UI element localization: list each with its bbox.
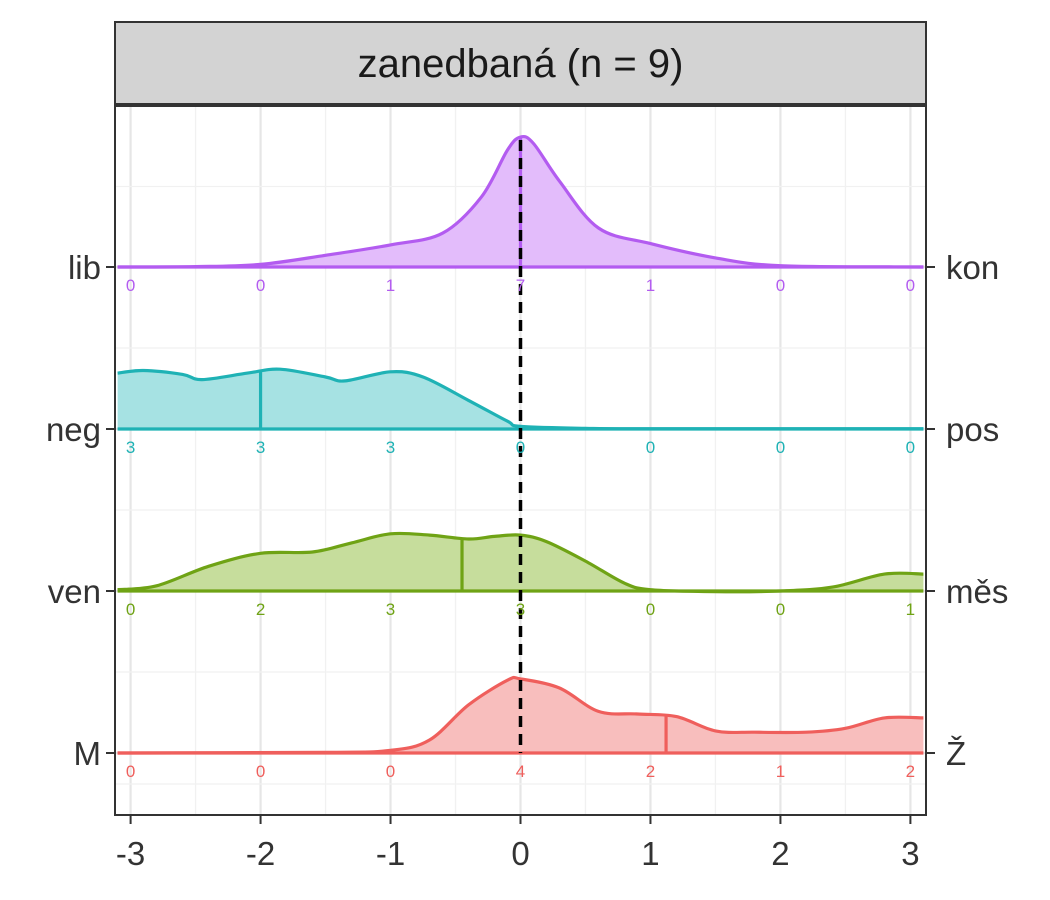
count-label: 0 [256, 276, 265, 295]
count-label: 3 [516, 600, 525, 619]
density-area [117, 677, 924, 753]
count-label: 1 [906, 600, 915, 619]
facet-strip: zanedbaná (n = 9) [114, 21, 927, 105]
count-label: 2 [906, 762, 915, 781]
count-labels: 0 0 1 7 1 0 0 3 3 3 0 0 0 0 0 2 3 3 0 0 1 0 0 0 4 2 1 2 [126, 276, 915, 781]
count-label: 1 [646, 276, 655, 295]
count-label: 3 [126, 438, 135, 457]
count-label: 1 [776, 762, 785, 781]
count-label: 2 [646, 762, 655, 781]
density-line [117, 134, 924, 269]
y-label-left: neg [46, 411, 101, 448]
count-label: 0 [776, 438, 785, 457]
count-label: 4 [516, 762, 525, 781]
y-label-right: Ž [946, 735, 966, 772]
y-label-left: ven [48, 573, 101, 610]
count-label: 3 [386, 438, 395, 457]
count-label: 3 [386, 600, 395, 619]
x-tick-label: 1 [641, 835, 659, 872]
x-tick-label: 2 [771, 835, 789, 872]
x-tick-label: -2 [246, 835, 275, 872]
x-tick-label: 3 [901, 835, 919, 872]
count-label: 0 [646, 438, 655, 457]
count-label: 3 [256, 438, 265, 457]
count-label: 0 [126, 600, 135, 619]
y-label-right: kon [946, 249, 999, 286]
density-area [117, 369, 924, 429]
count-label: 0 [906, 276, 915, 295]
count-label: 0 [906, 438, 915, 457]
count-label: 7 [516, 276, 525, 295]
count-label: 0 [516, 438, 525, 457]
y-label-left: lib [68, 249, 101, 286]
count-label: 1 [386, 276, 395, 295]
facet-title: zanedbaná (n = 9) [358, 42, 684, 86]
count-label: 0 [386, 762, 395, 781]
count-label: 0 [126, 276, 135, 295]
x-tick-label: -3 [116, 835, 145, 872]
density-line [117, 675, 924, 755]
axes: -3 -2 -1 0 1 2 3 lib kon neg pos ven měs M Ž [46, 249, 1008, 872]
count-label: 0 [776, 600, 785, 619]
count-label: 0 [256, 762, 265, 781]
facet-strip-background [114, 21, 927, 105]
count-label: 2 [256, 600, 265, 619]
x-tick-label: -1 [376, 835, 405, 872]
count-label: 0 [646, 600, 655, 619]
x-tick-label: 0 [511, 835, 529, 872]
count-label: 0 [126, 762, 135, 781]
y-label-right: měs [946, 573, 1008, 610]
y-label-right: pos [946, 411, 999, 448]
count-label: 0 [776, 276, 785, 295]
y-label-left: M [74, 735, 102, 772]
